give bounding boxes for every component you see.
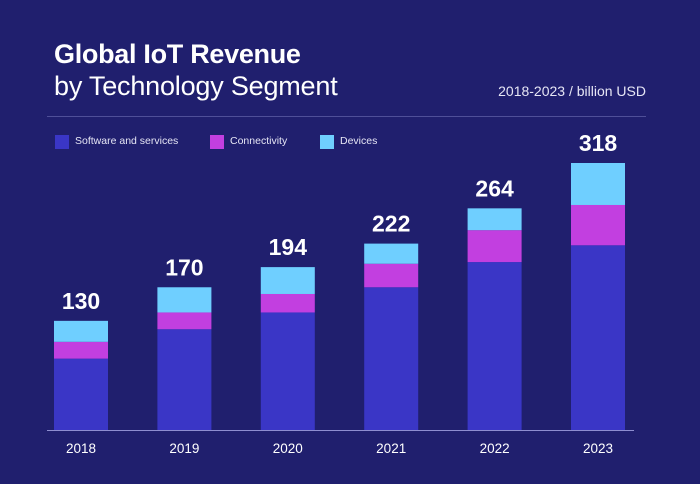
chart-title: Global IoT Revenue [54, 39, 301, 69]
bar-segment-2021-devices [364, 243, 419, 264]
legend-label-devices: Devices [340, 135, 378, 147]
x-tick-label-2019: 2019 [169, 441, 199, 456]
legend-label-software: Software and services [75, 135, 179, 147]
bar-segment-2020-devices [260, 267, 315, 294]
bar-segment-2018-connectivity [54, 341, 108, 359]
bar-segment-2021-software [364, 287, 419, 430]
chart-title-second-line: by Technology Segment [54, 71, 338, 101]
legend-label-connectivity: Connectivity [230, 135, 288, 147]
bar-segment-2022-devices [467, 208, 522, 231]
x-tick-label-2023: 2023 [583, 441, 613, 456]
bar-segment-2019-connectivity [157, 312, 212, 330]
x-tick-label-2022: 2022 [480, 441, 510, 456]
bar-segment-2019-software [157, 329, 212, 430]
bar-segment-2019-devices [157, 287, 212, 313]
header-divider [47, 116, 646, 117]
chart-title-block: Global IoT Revenue by Technology Segment [54, 38, 338, 102]
bar-total-label-2021: 222 [372, 211, 410, 237]
bar-total-label-2018: 130 [62, 288, 100, 314]
bar-segment-2018-devices [54, 320, 108, 342]
bar-total-label-2022: 264 [475, 175, 514, 201]
legend-swatch-connectivity [210, 135, 224, 149]
bar-segment-2023-software [571, 245, 625, 430]
bar-total-label-2023: 318 [579, 130, 618, 156]
bar-segment-2021-connectivity [364, 263, 419, 288]
x-tick-label-2018: 2018 [66, 441, 96, 456]
bar-total-label-2019: 170 [165, 254, 203, 280]
bar-segment-2020-connectivity [260, 293, 315, 313]
bar-segment-2022-software [467, 262, 522, 430]
legend-swatch-software [55, 135, 69, 149]
bar-segment-2022-connectivity [467, 230, 522, 263]
legend-swatch-devices [320, 135, 334, 149]
bar-total-label-2020: 194 [269, 234, 308, 260]
chart-subtitle: 2018-2023 / billion USD [498, 83, 646, 99]
bar-segment-2023-devices [571, 163, 625, 205]
bar-segment-2023-connectivity [571, 204, 625, 246]
x-tick-label-2020: 2020 [273, 441, 303, 456]
x-tick-label-2021: 2021 [376, 441, 406, 456]
bar-segment-2018-software [54, 358, 108, 430]
bar-segment-2020-software [260, 312, 315, 430]
